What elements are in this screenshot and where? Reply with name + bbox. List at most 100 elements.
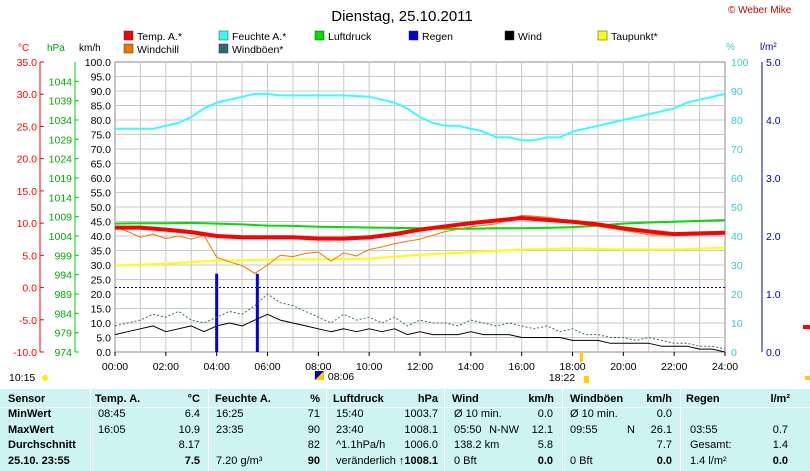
legend-swatch bbox=[314, 30, 325, 41]
legend-label: Luftdruck bbox=[328, 31, 372, 43]
time-tick-label: 10:00 bbox=[356, 361, 382, 373]
stats-pressure-time: ^1.1hPa/h bbox=[336, 439, 386, 451]
humidity-tick-label: 20 bbox=[731, 289, 743, 301]
stats-column-divider bbox=[444, 389, 445, 471]
legend: Temp. A.* Feuchte A.* Luftdruck Regen Wind Ta… bbox=[123, 30, 658, 56]
wind-tick-label: 20.0 bbox=[91, 289, 112, 301]
humidity-tick-label: 30 bbox=[731, 260, 743, 272]
stats-temp-time: 08:45 bbox=[98, 408, 126, 420]
legend-label: Regen bbox=[422, 31, 453, 43]
pressure-tick-label: 1034 bbox=[49, 115, 73, 127]
statistics-table: Sensor Temp. A. °C Feuchte A.% Luftdruck hPa W… bbox=[0, 389, 810, 471]
stats-wind-value: 0.0 bbox=[537, 408, 553, 420]
weather-chart: Dienstag, 25.10.2011 © Weber Mike Temp. … bbox=[9, 5, 810, 384]
stats-gusts-value: 0.0 bbox=[656, 408, 672, 420]
wind-tick-label: 15.0 bbox=[91, 304, 112, 316]
temp-tick-label: 25.0 bbox=[17, 121, 38, 133]
rain-tick-label: 4.0 bbox=[766, 115, 781, 127]
stats-humidity-value: 90 bbox=[307, 423, 320, 436]
stats-temp-value: 6.4 bbox=[184, 408, 200, 420]
stats-column-divider bbox=[562, 389, 563, 471]
legend-swatch bbox=[218, 43, 229, 54]
time-tick-label: 12:00 bbox=[407, 361, 433, 373]
legend-swatch bbox=[218, 30, 229, 41]
stats-pressure-value: 1003.7 bbox=[404, 408, 438, 420]
stats-header-rain: Regen bbox=[686, 393, 720, 405]
pressure-unit-label: hPa bbox=[47, 43, 65, 54]
humidity-tick-label: 70 bbox=[731, 144, 743, 156]
temp-tick-label: 20.0 bbox=[17, 154, 38, 166]
wind-unit-label: km/h bbox=[79, 43, 101, 54]
stats-header-pressure: Luftdruck bbox=[333, 393, 384, 405]
rain-tick-label: 1.0 bbox=[766, 289, 781, 301]
stats-humidity-time: 16:25 bbox=[216, 408, 244, 420]
stats-gusts-value: 0.0 bbox=[656, 454, 672, 467]
time-tick-label: 20:00 bbox=[610, 361, 636, 373]
wind-tick-label: 85.0 bbox=[91, 101, 112, 113]
stats-pressure-value: 1008.1 bbox=[404, 423, 438, 436]
time-tick-label: 04:00 bbox=[204, 361, 230, 373]
stats-header-wind-unit: km/h bbox=[528, 393, 554, 405]
stats-pressure-value: ↑1008.1 bbox=[398, 454, 438, 467]
temp-tick-label: 10.0 bbox=[17, 218, 38, 230]
humidity-tick-label: 40 bbox=[731, 231, 743, 243]
stats-humidity-time: 7.20 g/m³ bbox=[216, 454, 263, 467]
stats-header-sensor: Sensor bbox=[8, 393, 46, 405]
stats-wind-value: 0.0 bbox=[537, 454, 553, 467]
rain-tick-label: 0.0 bbox=[766, 347, 781, 359]
temp-unit-label: °C bbox=[18, 43, 29, 54]
stats-column-divider bbox=[326, 389, 327, 471]
stats-wind-info: 0 Bft bbox=[454, 454, 477, 467]
legend-label: Taupunkt* bbox=[611, 31, 658, 43]
time-tick-label: 06:00 bbox=[254, 361, 280, 373]
time-tick-label: 24:00 bbox=[712, 361, 738, 373]
edge-marker-yellow bbox=[805, 376, 810, 380]
humidity-tick-label: 10 bbox=[731, 318, 743, 330]
stats-gusts-info: 09:55 bbox=[570, 423, 598, 436]
time-tick-label: 00:00 bbox=[102, 361, 128, 373]
stats-header-temp-unit: °C bbox=[187, 393, 200, 405]
wind-tick-label: 60.0 bbox=[91, 173, 112, 185]
stats-header-pressure-unit: hPa bbox=[417, 393, 438, 405]
wind-tick-label: 95.0 bbox=[91, 72, 112, 84]
wind-tick-label: 70.0 bbox=[91, 144, 112, 156]
temp-tick-label: -10.0 bbox=[13, 347, 37, 359]
sun-icon bbox=[42, 375, 48, 381]
stats-pressure-time: 15:40 bbox=[336, 408, 364, 420]
pressure-tick-label: 1029 bbox=[49, 134, 73, 146]
wind-tick-label: 90.0 bbox=[91, 86, 112, 98]
stats-rain-info: Gesamt: bbox=[690, 439, 732, 451]
series-line-windb-en bbox=[114, 293, 726, 350]
time-tick-label: 16:00 bbox=[509, 361, 535, 373]
stats-gusts-info: Ø 10 min. bbox=[570, 408, 618, 420]
stats-gusts-direction: N bbox=[627, 423, 635, 436]
humidity-unit-label: % bbox=[726, 42, 735, 53]
stats-pressure-time: veränderlich bbox=[336, 454, 396, 467]
stats-gusts-value: 7.7 bbox=[656, 439, 672, 451]
legend-label: Wind bbox=[518, 31, 542, 43]
pressure-tick-label: 1039 bbox=[49, 96, 73, 108]
time-tick-label: 18:00 bbox=[559, 361, 585, 373]
pressure-tick-label: 994 bbox=[54, 270, 72, 282]
pressure-tick-label: 1009 bbox=[49, 212, 73, 224]
time-tick-label: 22:00 bbox=[661, 361, 687, 373]
temp-tick-label: 30.0 bbox=[17, 89, 38, 101]
stats-rain-info: 03:55 bbox=[690, 423, 718, 436]
rain-tick-label: 2.0 bbox=[766, 231, 781, 243]
legend-label: Windchill bbox=[137, 44, 179, 56]
legend-swatch bbox=[408, 30, 419, 41]
rain-bar bbox=[255, 273, 259, 352]
grid-lines bbox=[115, 62, 725, 352]
wind-tick-label: 75.0 bbox=[91, 130, 112, 142]
stats-row-label: Durchschnitt bbox=[8, 439, 76, 451]
series-line-feuchte-a bbox=[115, 92, 726, 142]
stats-wind-value: 12.1 bbox=[531, 423, 553, 436]
stats-wind-value: 5.8 bbox=[537, 439, 553, 451]
stats-wind-info: 138.2 km bbox=[454, 439, 500, 451]
pressure-tick-label: 1014 bbox=[49, 192, 73, 204]
stats-wind-info: Ø 10 min. bbox=[454, 408, 502, 420]
legend-label: Windböen* bbox=[232, 44, 283, 56]
stats-humidity-value: 82 bbox=[307, 439, 320, 451]
stats-temp-value: 10.9 bbox=[178, 423, 200, 436]
rain-tick-label: 5.0 bbox=[766, 57, 781, 69]
